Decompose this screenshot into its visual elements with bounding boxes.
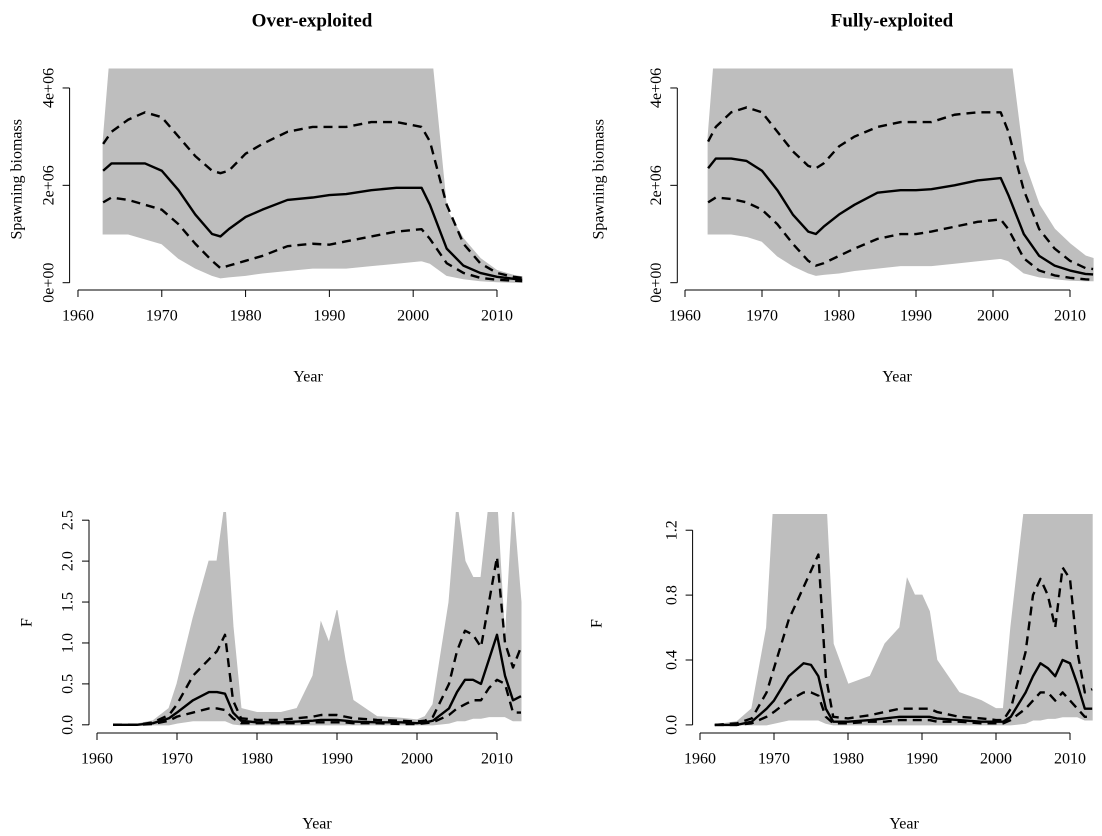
quantile-line [714, 691, 1093, 727]
plot-area [112, 512, 523, 727]
chart-title: Over-exploited [252, 10, 373, 31]
y-tick-label: 0.8 [663, 585, 680, 605]
quantile-line [113, 678, 521, 727]
plot-area [714, 514, 1093, 727]
y-tick-label: 4e+06 [40, 68, 57, 108]
x-tick-label: 1980 [823, 308, 855, 325]
x-tick-label: 1980 [241, 751, 273, 768]
panel: 1960 1970 1980 1990 2000 2010 0.0 0.5 1.0 1.5 2.0 2… [19, 510, 523, 833]
median-line [707, 157, 1094, 276]
chart-title: Fully-exploited [831, 10, 954, 31]
x-tick-label: 2010 [1054, 308, 1086, 325]
quantile-line [707, 106, 1094, 271]
plot-area [707, 68, 1094, 282]
y-tick-label: 0e+00 [40, 263, 57, 303]
quantile-line [102, 196, 523, 283]
x-tick-label: 1960 [669, 308, 701, 325]
median-line [113, 633, 522, 727]
y-tick-label: 0.5 [60, 674, 77, 694]
y-axis-title: Spawning biomass [9, 119, 26, 239]
y-tick-label: 1.5 [60, 592, 77, 612]
y-tick-label: 2.0 [60, 551, 77, 571]
trajectory-envelope [714, 514, 1093, 726]
y-axis-title: F [19, 618, 36, 627]
x-tick-label: 1990 [906, 751, 938, 768]
y-tick-label: 2e+06 [648, 165, 665, 205]
trajectory-envelope [707, 68, 1094, 282]
quantile-line [707, 196, 1094, 281]
x-tick-label: 1990 [900, 308, 932, 325]
trajectory-envelope [102, 68, 523, 283]
x-tick-label: 2000 [397, 308, 429, 325]
y-tick-label: 0.4 [663, 650, 680, 670]
median-line [102, 162, 523, 281]
x-tick-label: 1990 [321, 751, 353, 768]
y-tick-label: 1.0 [60, 633, 77, 653]
median-line [714, 658, 1093, 727]
x-axis-title: Year [293, 369, 323, 386]
y-tick-label: 0.0 [663, 715, 680, 735]
x-axis-title: Year [882, 369, 912, 386]
x-tick-label: 1970 [758, 751, 790, 768]
x-axis-title: Year [302, 816, 332, 833]
x-tick-label: 2010 [481, 751, 513, 768]
panel: 1960 1970 1980 1990 2000 2010 0e+00 2e+06 4e+06 F… [591, 10, 1094, 386]
x-tick-label: 2010 [1054, 751, 1086, 768]
panel: 1960 1970 1980 1990 2000 2010 0e+00 2e+06 4e+06 O… [9, 10, 523, 386]
x-tick-label: 2000 [980, 751, 1012, 768]
y-tick-label: 0.0 [60, 715, 77, 735]
x-tick-label: 2000 [401, 751, 433, 768]
x-tick-label: 2000 [977, 308, 1009, 325]
x-tick-label: 1960 [62, 308, 94, 325]
x-tick-label: 2010 [481, 308, 513, 325]
x-tick-label: 1970 [161, 751, 193, 768]
x-axis-title: Year [889, 816, 919, 833]
x-tick-label: 1960 [81, 751, 113, 768]
y-tick-label: 4e+06 [648, 68, 665, 108]
y-tick-label: 1.2 [663, 520, 680, 540]
plot-area [102, 68, 523, 283]
y-axis-title: F [589, 619, 606, 628]
quantile-line [102, 111, 523, 280]
x-tick-label: 1980 [832, 751, 864, 768]
x-tick-label: 1970 [146, 308, 178, 325]
panel: 1960 1970 1980 1990 2000 2010 0.0 0.4 0.8 1.2 Year… [589, 514, 1093, 833]
quantile-line [714, 553, 1093, 727]
quantile-line [113, 555, 523, 727]
y-axis-title: Spawning biomass [591, 119, 608, 239]
trajectory-envelope [112, 512, 522, 726]
x-tick-label: 1960 [684, 751, 716, 768]
y-tick-label: 2.5 [60, 510, 77, 530]
y-tick-label: 2e+06 [40, 165, 57, 205]
y-tick-label: 0e+00 [648, 263, 665, 303]
x-tick-label: 1990 [313, 308, 345, 325]
x-tick-label: 1980 [230, 308, 262, 325]
x-tick-label: 1970 [746, 308, 778, 325]
